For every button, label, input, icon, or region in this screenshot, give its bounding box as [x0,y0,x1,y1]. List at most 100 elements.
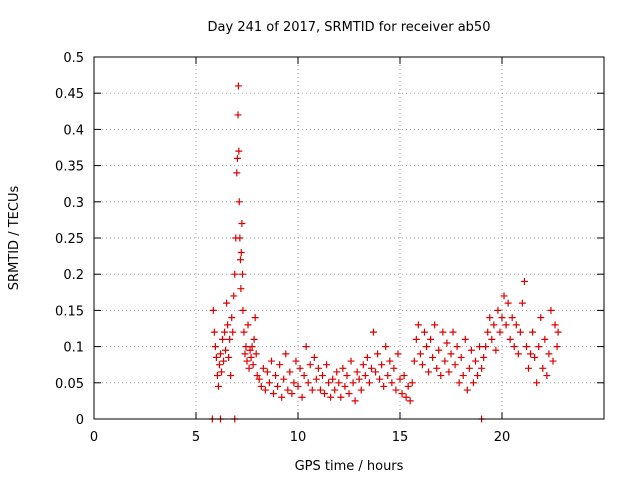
data-point [520,277,528,285]
data-point [240,328,248,336]
data-point [372,368,380,376]
data-point [211,343,219,351]
data-point [252,350,260,358]
data-point [516,328,524,336]
data-point [357,386,365,394]
data-point [265,379,273,387]
data-point [504,299,512,307]
data-point [282,350,290,358]
data-point [488,335,496,343]
data-point [380,382,388,390]
data-point [400,372,408,380]
data-point [337,393,345,401]
data-point [290,379,298,387]
data-point [522,343,530,351]
data-point [496,328,504,336]
data-point [402,393,410,401]
data-point [539,364,547,372]
data-point [222,346,230,354]
y-tick-label: 0.35 [55,160,84,175]
y-tick-label: 0.3 [63,196,84,211]
data-point [410,357,418,365]
data-point [445,368,453,376]
grid-layer [94,57,604,419]
data-point [308,386,316,394]
data-point [494,306,502,314]
data-point [210,328,218,336]
data-point [257,382,265,390]
data-point [551,321,559,329]
data-point [345,390,353,398]
y-tick-label: 0.25 [55,232,84,247]
y-tick-label: 0.15 [55,304,84,319]
data-point [500,292,508,300]
data-point [223,299,231,307]
data-point [547,306,555,314]
data-point [220,357,228,365]
data-point [213,372,221,380]
data-point [244,321,252,329]
data-point [341,382,349,390]
data-point [386,357,394,365]
data-point [486,314,494,322]
data-point [323,361,331,369]
data-point [306,361,314,369]
data-point [243,357,251,365]
data-point [537,314,545,322]
y-tick-label: 0.4 [63,123,84,138]
data-point [209,306,217,314]
data-point [296,364,304,372]
y-tick-label: 0.2 [63,268,84,283]
tick-layer: 0 0.05 0.1 0.15 0.2 0.25 0.3 0.35 0.4 0.45 0.5 0 5 10… [55,51,604,445]
x-axis-label: GPS time / hours [295,459,404,474]
data-point [242,343,250,351]
y-tick-label: 0.1 [63,341,84,356]
data-point [215,361,223,369]
data-point [529,328,537,336]
data-point [490,321,498,329]
data-point [227,372,235,380]
data-point [367,364,375,372]
data-point [246,346,254,354]
data-point [216,350,224,358]
y-tick-label: 0.05 [55,377,84,392]
data-point [439,328,447,336]
data-point [327,393,335,401]
data-point [510,343,518,351]
data-point [231,270,239,278]
data-point [263,368,271,376]
data-point [286,368,294,376]
data-point [518,299,526,307]
data-point [229,328,237,336]
data-point [408,379,416,387]
data-point [527,350,535,358]
data-point [234,82,242,90]
data-point [390,364,398,372]
data-point [469,379,477,387]
data-point [465,364,473,372]
data-point [316,386,324,394]
data-point [270,390,278,398]
data-point [335,379,343,387]
data-point [431,321,439,329]
data-point [498,314,506,322]
data-point [221,328,229,336]
data-point [541,335,549,343]
data-point [310,353,318,361]
data-point [226,335,234,343]
data-point [443,339,451,347]
data-point [261,386,269,394]
data-point [325,379,333,387]
data-point [239,270,247,278]
data-point [374,350,382,358]
data-point [382,343,390,351]
data-point [514,350,522,358]
data-point [288,390,296,398]
chart-title: Day 241 of 2017, SRMTID for receiver ab5… [208,20,491,35]
data-point [433,364,441,372]
data-point [241,350,249,358]
data-point [233,154,241,162]
data-point [418,361,426,369]
data-point [278,393,286,401]
